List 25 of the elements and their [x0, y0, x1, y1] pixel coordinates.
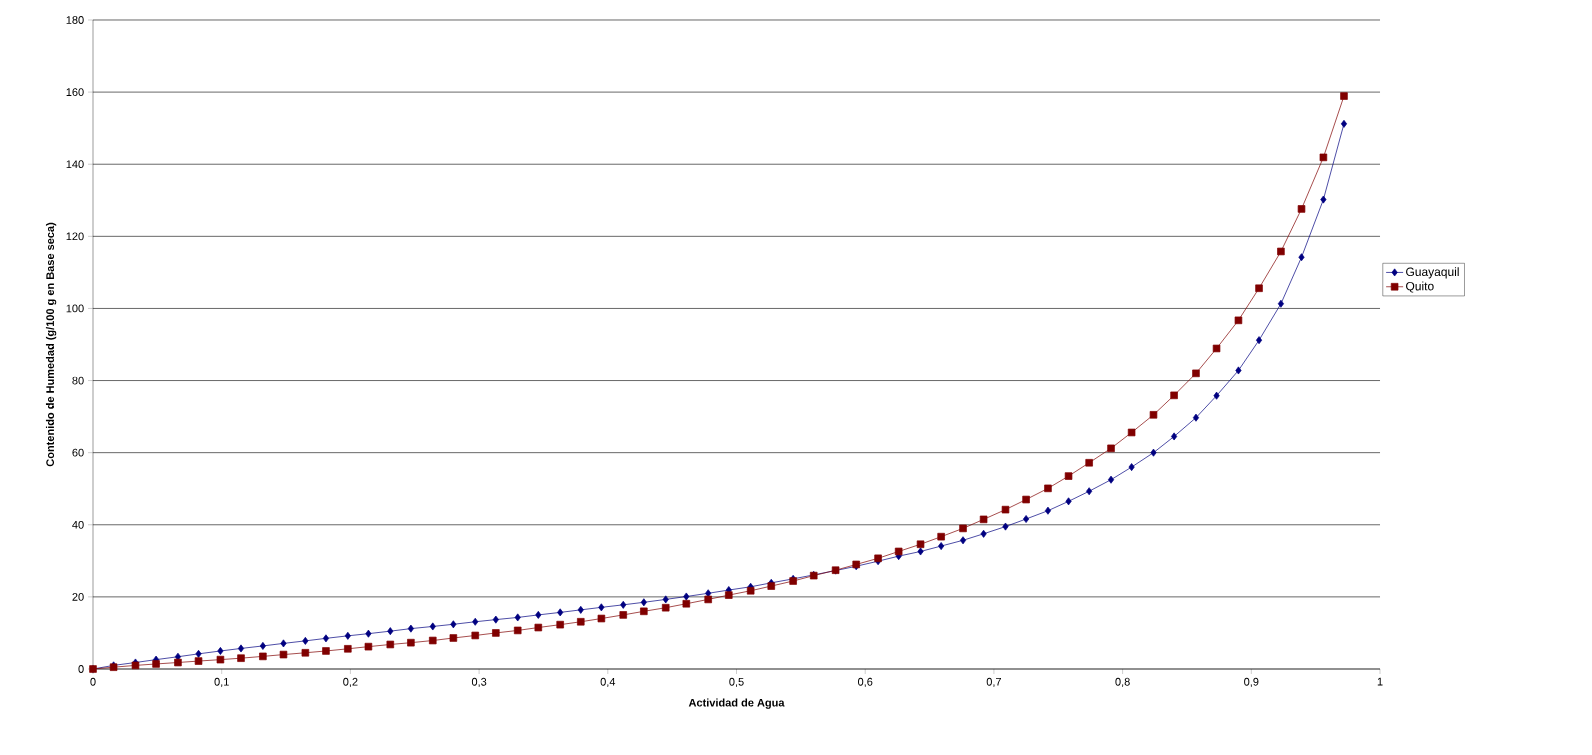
- x-tick-label: 0,4: [600, 677, 616, 687]
- x-tick-label: 1: [1377, 677, 1383, 686]
- legend-label: Quito: [1406, 281, 1434, 293]
- y-tick-label: 140: [66, 160, 84, 169]
- x-tick-label: 0,1: [214, 677, 229, 687]
- x-tick-label: 0,2: [343, 677, 358, 687]
- x-tick-label: 0,7: [986, 677, 1001, 687]
- y-tick-label: 120: [66, 232, 84, 241]
- y-tick-label: 0: [78, 665, 84, 673]
- y-tick-label: 180: [66, 16, 84, 24]
- y-tick-label: 20: [72, 592, 84, 601]
- x-tick-label: 0,5: [729, 677, 744, 687]
- y-axis-title: Contenido de Humedad (g/100 g en Base seca): [45, 222, 57, 467]
- y-tick-label: 40: [72, 520, 84, 529]
- x-tick-label: 0,3: [471, 677, 487, 687]
- x-axis-title: Actividad de Agua: [688, 698, 785, 709]
- y-tick-label: 60: [72, 448, 84, 457]
- x-tick-label: 0,6: [858, 677, 873, 687]
- x-tick-label: 0: [90, 677, 96, 686]
- x-tick-label: 0,8: [1115, 677, 1130, 687]
- y-tick-label: 100: [66, 304, 84, 313]
- x-tick-label: 0,9: [1244, 677, 1259, 687]
- y-tick-label: 160: [66, 88, 84, 96]
- y-tick-label: 80: [72, 376, 84, 385]
- legend-label: Guayaquil: [1406, 267, 1459, 279]
